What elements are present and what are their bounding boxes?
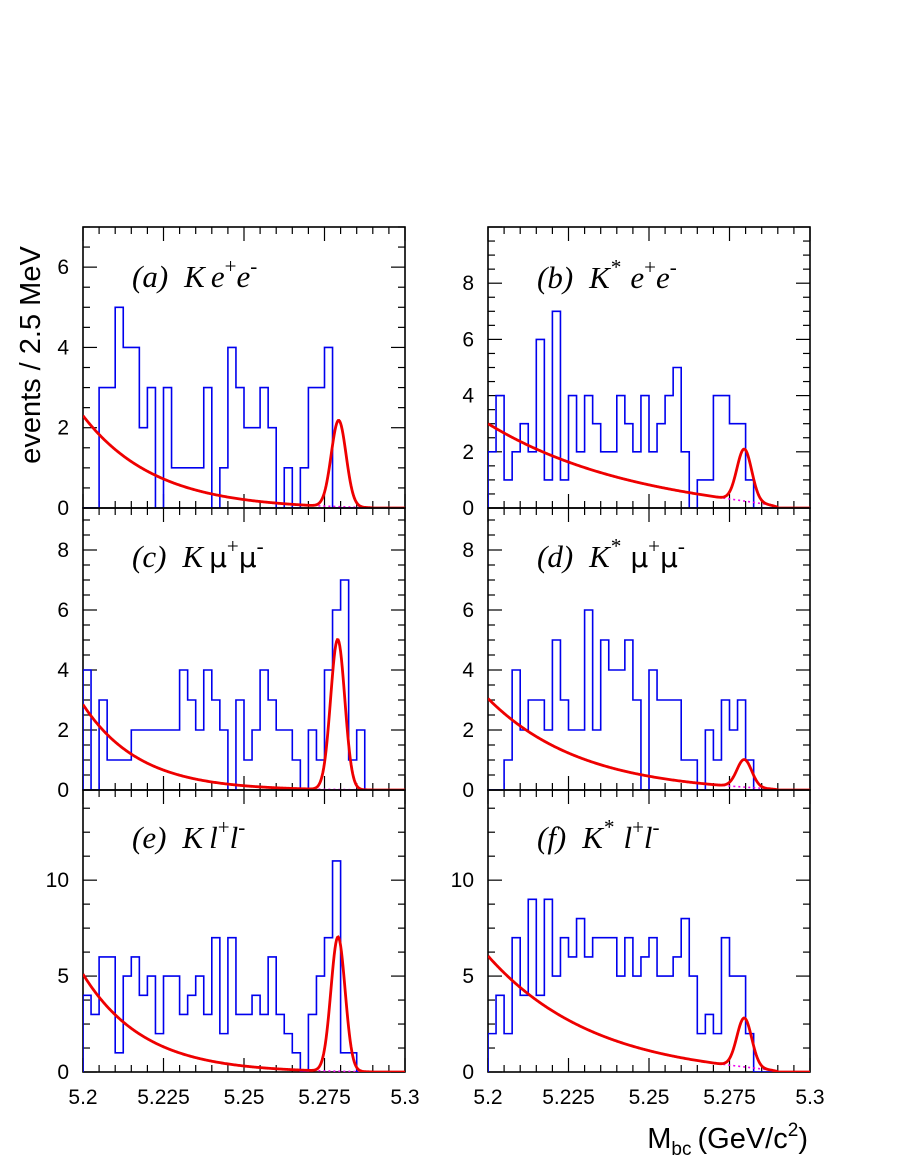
panel-d-ytick-label: 2 [462,719,474,742]
panel-f-xtick-label: 5.25 [629,1086,670,1109]
panel-c-ytick-label: 0 [57,779,69,802]
x-axis-title-unit-sup: 2 [788,1120,799,1141]
panel-a-ytick-label: 4 [57,336,69,359]
panel-f-total-fit [488,955,810,1072]
panel-b-ytick-label: 6 [462,328,474,351]
panel-d-ytick-label: 6 [462,599,474,622]
panel-f-xtick-label: 5.2 [473,1086,502,1109]
panel-e-xtick-label: 5.275 [298,1086,351,1109]
panel-f-ytick-label: 10 [451,869,474,892]
panel-d-histogram [488,609,810,790]
panel-a-ytick-label: 6 [57,256,69,279]
panel-d-ytick-label: 8 [462,539,474,562]
panel-e-ytick-label: 5 [57,965,69,988]
x-axis-title: Mbc (GeV/c2) [647,1120,808,1160]
panel-d-label: (d) K* μ+μ- [537,534,685,574]
x-axis-title-main: M [647,1123,671,1155]
panel-a-ytick-label: 2 [57,417,69,440]
panel-a-background-fit [308,504,373,508]
panel-f-xtick-label: 5.3 [795,1086,824,1109]
panel-e-ytick-label: 10 [46,869,69,892]
panel-c-ytick-label: 6 [57,599,69,622]
x-axis-title-unit-close: ) [798,1123,808,1155]
panel-a-ytick-label: 0 [57,497,69,520]
panel-b-ytick-label: 8 [462,272,474,295]
panel-e-xtick-label: 5.225 [137,1086,190,1109]
panel-c-ytick-label: 2 [57,719,69,742]
panel-b-ytick-label: 2 [462,441,474,464]
panel-c-ytick-label: 4 [57,659,69,682]
panel-e-histogram [83,860,405,1072]
panel-d-ytick-label: 0 [462,779,474,802]
y-axis-title: events / 2.5 MeV [15,246,47,464]
panel-e-total-fit [83,935,405,1072]
panel-e-ytick-label: 0 [57,1061,69,1084]
panel-c-histogram [83,579,405,790]
panel-f-xtick-label: 5.225 [542,1086,595,1109]
panel-c-total-fit [83,638,405,790]
panel-b: 0 2 4 6 8 (b) K* e+e- [462,226,811,520]
panel-a-total-fit [83,414,405,508]
panel-b-histogram [488,310,810,508]
panel-b-ytick-label: 4 [462,385,474,408]
panel-c-ytick-label: 8 [57,539,69,562]
x-axis-title-unit: (GeV/c [698,1123,788,1155]
panel-a-histogram [83,306,405,508]
panel-b-total-fit [488,422,810,508]
panel-d-ytick-label: 4 [462,659,474,682]
panel-b-label: (b) K* e+e- [537,255,677,295]
panel-b-ytick-label: 0 [462,497,474,520]
panel-d: 0 2 4 6 8 (d) K* μ+μ- [462,507,811,802]
panel-e-xtick-label: 5.2 [68,1086,97,1109]
panel-f-histogram [488,898,810,1072]
panel-e-xtick-label: 5.25 [224,1086,265,1109]
panel-f-ytick-label: 5 [462,965,474,988]
panel-c-background-fit [308,788,373,790]
panel-f-ytick-label: 0 [462,1061,474,1084]
panel-f-xtick-label: 5.275 [703,1086,756,1109]
panel-e-xtick-label: 5.3 [390,1086,419,1109]
panel-d-total-fit [488,697,810,790]
panel-f: 0 5 10 5.2 5.225 5.25 5.275 5.3 (f) K* l+l- [451,789,825,1109]
panel-e-background-fit [308,1069,373,1072]
panel-f-label: (f) K* l+l- [537,815,660,855]
x-axis-title-sub: bc [671,1139,691,1160]
